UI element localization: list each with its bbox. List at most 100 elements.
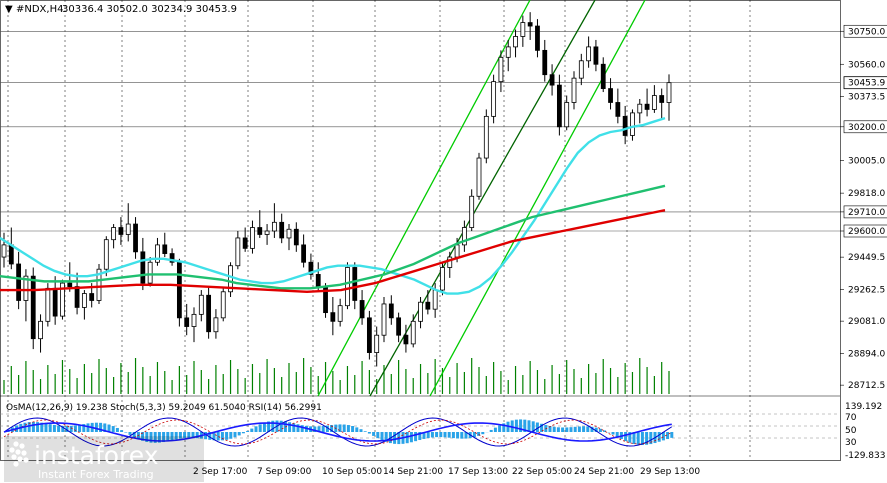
candle-body xyxy=(235,237,241,267)
current-price-label: 30453.9 xyxy=(848,79,885,89)
candle-body xyxy=(352,267,358,301)
candle-body xyxy=(345,267,350,307)
candle-body xyxy=(257,227,263,235)
candle-body xyxy=(644,103,650,110)
candle-body xyxy=(425,301,431,310)
instaforex-logo-icon xyxy=(9,441,29,467)
candle-body xyxy=(220,291,226,319)
candle-body xyxy=(337,305,343,322)
candle-body xyxy=(162,244,168,254)
candle-body xyxy=(301,244,307,263)
chart-frame xyxy=(0,0,841,461)
candle-body xyxy=(659,95,665,103)
candle-body xyxy=(81,293,87,308)
chart-grid xyxy=(0,0,841,461)
candle-body xyxy=(96,268,102,301)
candle-body xyxy=(74,286,80,308)
level-price-box xyxy=(843,120,887,134)
candle-body xyxy=(279,221,285,239)
candle-body xyxy=(118,227,124,235)
candle-body xyxy=(381,303,387,336)
candle-body xyxy=(593,46,599,65)
candle-body xyxy=(111,227,117,241)
candle-body xyxy=(8,244,14,265)
ohlc-readout: 30336.4 30502.0 30234.9 30453.9 xyxy=(62,4,237,15)
candle-body xyxy=(410,320,416,345)
price-tick-label: 29081.0 xyxy=(848,317,885,327)
candle-body xyxy=(571,77,577,103)
candle-body xyxy=(286,228,292,239)
channel-line xyxy=(317,0,531,397)
candle-body xyxy=(191,313,197,327)
candle-body xyxy=(23,275,29,301)
candle-body xyxy=(556,84,562,128)
trend-channel xyxy=(317,0,646,397)
candle-body xyxy=(440,267,445,291)
candle-body xyxy=(600,63,606,89)
candle-body xyxy=(103,239,109,270)
candle-body xyxy=(469,195,475,228)
horizontal-levels xyxy=(0,30,840,232)
osc-scale-label: 139.192 xyxy=(845,402,882,412)
candle-body xyxy=(615,102,621,117)
time-tick-label: 22 Sep 05:00 xyxy=(512,467,572,477)
candle-body xyxy=(549,74,555,86)
candle-body xyxy=(315,274,321,287)
time-tick-label: 24 Sep 21:00 xyxy=(574,467,634,477)
osc-scale-label: 50 xyxy=(845,426,857,436)
level-price-box xyxy=(843,24,887,38)
candle-body xyxy=(396,317,402,336)
candle-body xyxy=(366,317,372,353)
price-tick-label: 29710.0 xyxy=(848,208,885,218)
time-axis: 2 Sep 17:00 7 Sep 09:00 10 Sep 05:00 14 Sep… xyxy=(193,467,700,477)
candle-body xyxy=(374,334,380,353)
candle-body xyxy=(228,265,233,293)
candle-body xyxy=(586,46,592,62)
candle-body xyxy=(461,227,467,246)
candle-body xyxy=(651,95,657,110)
candle-body xyxy=(30,275,36,340)
candle-body xyxy=(578,60,584,79)
price-tick-label: 30750.0 xyxy=(848,27,885,37)
channel-line xyxy=(429,0,646,397)
candle-body xyxy=(38,320,43,340)
candle-body xyxy=(505,46,511,58)
candle-body xyxy=(330,312,336,322)
candle-body xyxy=(264,230,270,235)
osc-scale-label: 30 xyxy=(845,438,857,448)
price-tick-label: 29600.0 xyxy=(848,227,885,237)
candle-body xyxy=(418,301,423,322)
candle-body xyxy=(666,82,672,103)
candle-body xyxy=(250,227,255,249)
current-price-box xyxy=(843,76,887,90)
candle-body xyxy=(198,294,204,315)
candlestick-series xyxy=(1,12,672,367)
channel-line xyxy=(369,0,596,397)
time-tick-label: 14 Sep 21:00 xyxy=(383,467,443,477)
ma-slow-line xyxy=(0,208,666,293)
level-price-box xyxy=(843,205,887,219)
candle-body xyxy=(483,115,489,159)
candle-body xyxy=(147,261,153,284)
candle-body xyxy=(1,244,7,258)
price-tick-label: 30005.0 xyxy=(848,157,885,167)
candle-body xyxy=(213,317,219,333)
candle-body xyxy=(67,282,73,287)
stoch-signal-line xyxy=(3,419,672,445)
candle-body xyxy=(388,303,394,319)
candle-body xyxy=(520,22,526,37)
candle-body xyxy=(432,289,438,310)
moving-averages xyxy=(0,116,666,295)
candle-body xyxy=(89,293,95,301)
time-tick-label: 29 Sep 13:00 xyxy=(640,467,700,477)
candle-body xyxy=(60,282,65,317)
candle-body xyxy=(513,36,518,48)
candle-body xyxy=(293,228,299,246)
oscillator-header: OsMA(12,26,9) 19.238 Stoch(5,3,3) 59.204… xyxy=(6,403,322,413)
candle-body xyxy=(206,294,212,333)
candle-body xyxy=(52,287,58,317)
time-tick-label: 10 Sep 05:00 xyxy=(322,467,382,477)
osc-scale-label: 70 xyxy=(845,413,857,423)
